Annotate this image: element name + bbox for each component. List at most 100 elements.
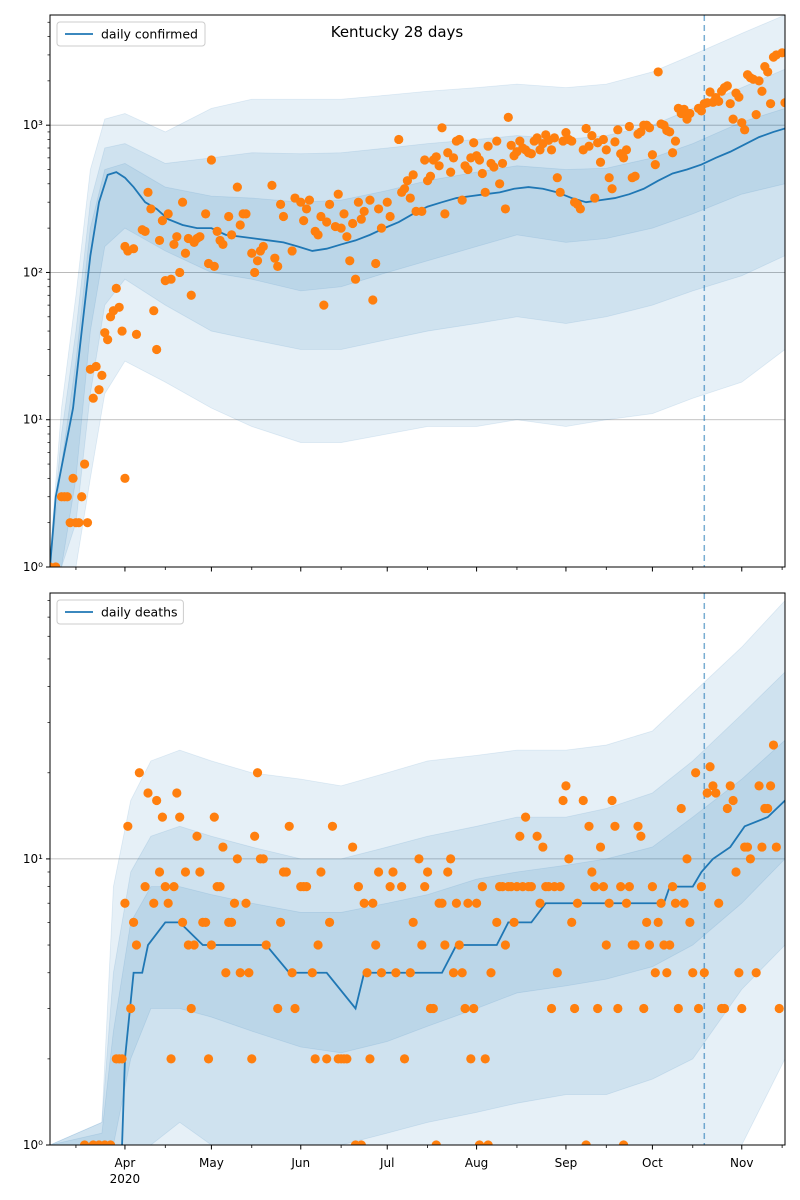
confirmed-observed-point — [417, 206, 427, 216]
deaths-observed-point — [593, 1003, 603, 1014]
deaths-observed-point — [578, 795, 588, 806]
confirmed-observed-point — [371, 258, 381, 269]
deaths-observed-point — [567, 917, 577, 927]
confirmed-observed-point — [647, 150, 658, 160]
confirmed-observed-point — [296, 197, 306, 207]
deaths-observed-point — [639, 1003, 649, 1014]
deaths-observed-point — [584, 821, 594, 831]
deaths-observed-point — [644, 940, 655, 950]
x-year-label: 2020 — [110, 1172, 141, 1186]
confirmed-observed-point — [301, 204, 312, 214]
deaths-band-middle — [50, 671, 785, 1145]
deaths-observed-point — [322, 1054, 332, 1064]
confirmed-observed-point — [613, 125, 623, 135]
deaths-observed-point — [152, 795, 162, 806]
deaths-observed-point — [446, 854, 456, 864]
confirmed-observed-point — [120, 473, 130, 483]
deaths-observed-point — [572, 898, 583, 908]
deaths-observed-point — [443, 867, 453, 877]
deaths-observed-point — [437, 898, 447, 908]
deaths-observed-point — [134, 768, 144, 778]
confirmed-observed-point — [437, 123, 447, 133]
deaths-observed-point — [653, 917, 663, 927]
confirmed-observed-point — [425, 171, 436, 181]
deaths-observed-point — [201, 917, 211, 927]
confirmed-observed-point — [552, 173, 562, 183]
deaths-observed-point — [564, 854, 574, 864]
deaths-observed-point — [388, 867, 398, 877]
deaths-observed-point — [235, 968, 245, 978]
deaths-observed-point — [281, 867, 291, 877]
deaths-observed-point — [414, 854, 424, 864]
confirmed-observed-point — [575, 204, 585, 214]
confirmed-observed-point — [399, 184, 410, 194]
confirmed-observed-point — [316, 211, 326, 222]
confirmed-observed-point — [348, 218, 358, 229]
confirmed-observed-point — [469, 138, 479, 148]
deaths-observed-point — [250, 831, 260, 841]
confirmed-observed-point — [446, 167, 456, 177]
confirmed-observed-point — [454, 134, 464, 145]
deaths-observed-point — [195, 867, 205, 877]
deaths-observed-point — [509, 917, 519, 927]
x-tick-label: Oct — [642, 1156, 663, 1170]
confirmed-observed-point — [88, 393, 98, 403]
x-tick-label: Apr — [115, 1156, 136, 1170]
deaths-observed-point — [650, 968, 660, 978]
confirmed-observed-point — [630, 171, 640, 181]
deaths-observed-point — [673, 1003, 683, 1014]
confirmed-observed-point — [725, 99, 735, 109]
confirmed-observed-point — [79, 459, 90, 469]
confirmed-band-inner — [50, 107, 785, 567]
confirmed-observed-point — [359, 206, 369, 216]
deaths-observed-point — [466, 1054, 476, 1064]
deaths-observed-point — [310, 1054, 320, 1064]
confirmed-observed-point — [212, 226, 222, 237]
confirmed-y-tick-label: 10¹ — [23, 413, 43, 427]
confirmed-panel: 10⁰ 10¹ 10² 10³ daily confirmed — [23, 14, 786, 574]
confirmed-observed-point — [74, 518, 84, 528]
deaths-observed-point — [307, 968, 317, 978]
confirmed-axes-frame — [49, 14, 786, 568]
confirmed-observed-point — [166, 274, 176, 284]
confirmed-observed-point — [94, 385, 104, 395]
confirmed-observed-point — [495, 179, 505, 189]
confirmed-observed-point — [780, 98, 785, 108]
deaths-observed-point — [368, 898, 378, 908]
deaths-observed-point — [457, 968, 467, 978]
confirmed-observed-point — [696, 106, 707, 116]
deaths-observed-point — [342, 1054, 352, 1064]
deaths-observed-point — [391, 968, 401, 978]
deaths-observed-point — [448, 968, 459, 978]
confirmed-observed-point — [143, 187, 153, 197]
deaths-observed-point — [428, 1003, 438, 1014]
confirmed-observed-point — [353, 197, 364, 207]
confirmed-observed-point — [91, 361, 101, 372]
confirmed-observed-point — [650, 159, 660, 170]
confirmed-observed-point — [201, 209, 211, 219]
deaths-observed-point — [696, 882, 707, 892]
confirmed-observed-point — [97, 370, 107, 380]
confirmed-observed-point — [618, 153, 629, 163]
chart-title: Kentucky 28 days — [331, 23, 464, 41]
confirmed-observed-point — [287, 246, 297, 256]
confirmed-observed-point — [68, 473, 78, 483]
confirmed-observed-point — [604, 173, 614, 183]
deaths-observed-point — [229, 898, 240, 908]
deaths-observed-point — [595, 842, 606, 852]
confirmed-observed-point — [250, 267, 260, 278]
deaths-observed-point — [460, 1003, 470, 1014]
deaths-observed-point — [209, 812, 219, 822]
confirmed-observed-point — [224, 211, 234, 222]
confirmed-observed-point — [751, 110, 761, 120]
deaths-observed-point — [431, 1140, 441, 1145]
confirmed-observed-point — [209, 261, 219, 271]
confirmed-observed-point — [492, 136, 502, 146]
deaths-observed-point — [232, 854, 242, 864]
confirmed-observed-point — [304, 195, 315, 205]
deaths-observed-point — [203, 1054, 214, 1064]
confirmed-observed-point — [149, 306, 159, 316]
confirmed-observed-point — [62, 492, 72, 502]
confirmed-observed-point — [431, 152, 441, 162]
x-tick-label: Aug — [465, 1156, 488, 1170]
